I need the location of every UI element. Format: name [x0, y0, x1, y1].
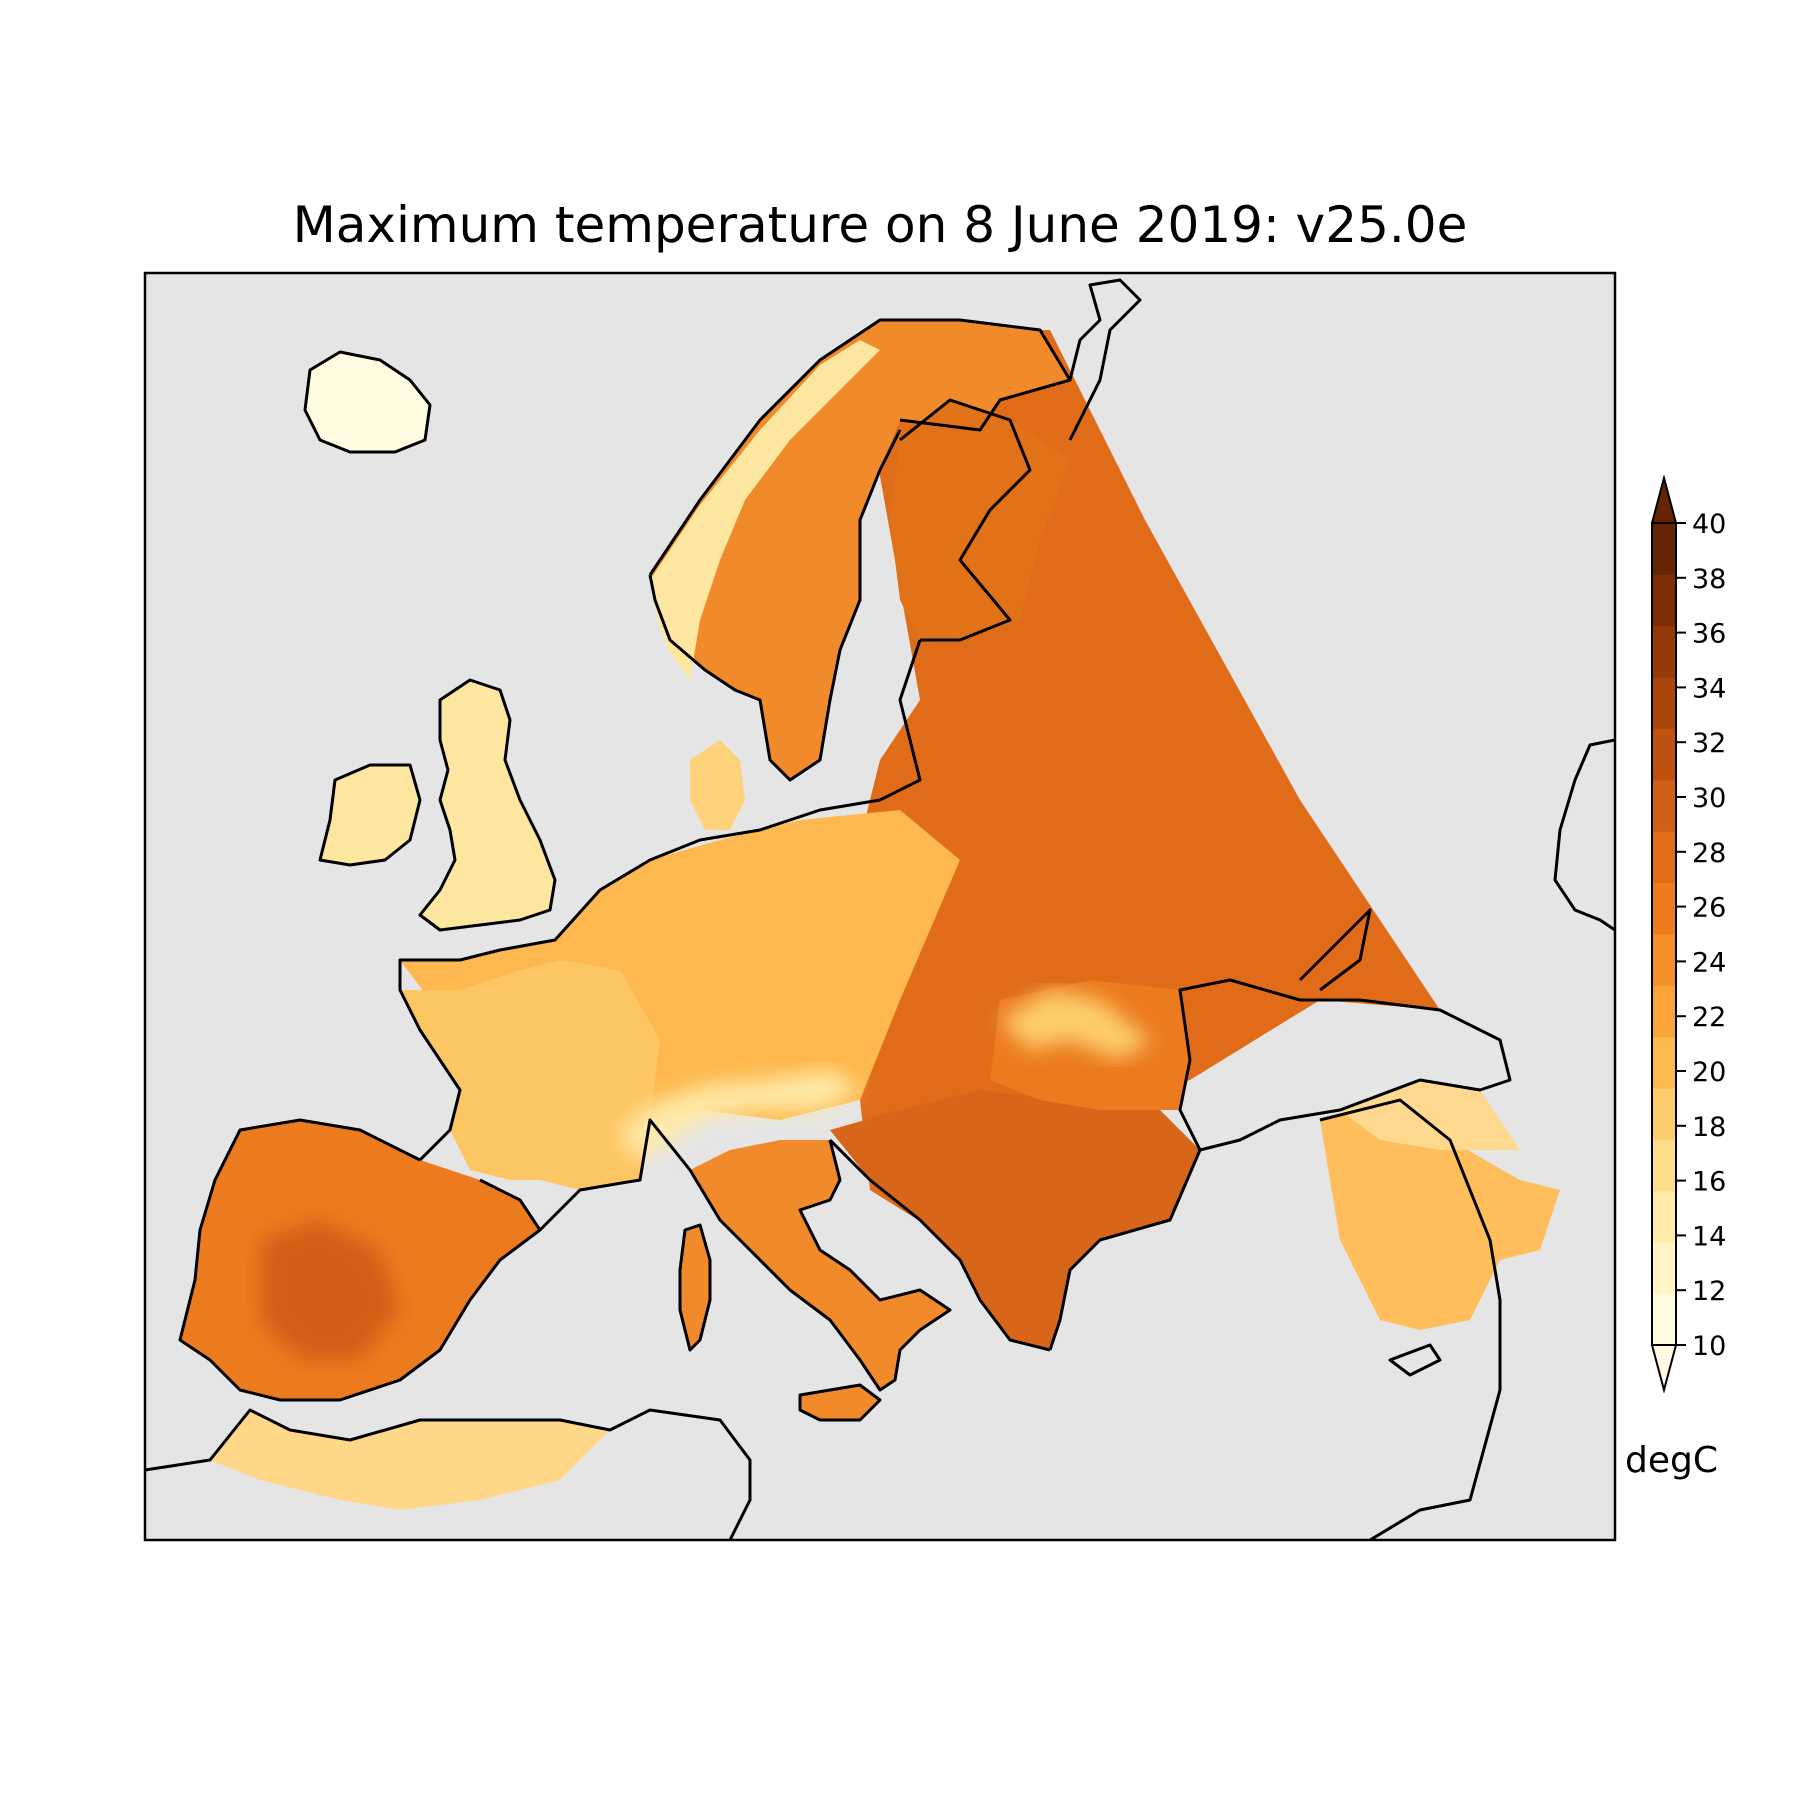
coast-france-med: [538, 1118, 692, 1232]
coast-continent: [398, 639, 922, 1162]
colorbar-segment: [1652, 934, 1676, 986]
coast-ireland: [318, 763, 422, 867]
coast-italy: [688, 1139, 952, 1392]
colorbar-tick-label: 40: [1692, 509, 1726, 540]
colorbar-outline: [1651, 522, 1677, 1346]
colorbar-segment: [1652, 677, 1676, 729]
coast-sardinia: [678, 1223, 712, 1352]
colorbar-tick-label: 18: [1692, 1112, 1726, 1143]
colorbar-tick-label: 20: [1692, 1057, 1726, 1088]
coast-britain: [418, 678, 557, 932]
region-denmark: [690, 740, 745, 830]
temperature-field: [180, 320, 1560, 1510]
colorbar-segment: [1652, 1088, 1676, 1140]
colorbar-tick-label: 10: [1692, 1331, 1726, 1362]
region-italy: [690, 1140, 950, 1390]
coast-kola: [1068, 278, 1142, 441]
colorbar-segment: [1652, 574, 1676, 627]
coast-finland: [899, 398, 1032, 642]
colorbar-segment: [1652, 1293, 1676, 1346]
region-norway-coast: [650, 340, 880, 680]
colorbar-tick-label: 38: [1692, 564, 1726, 595]
coast-iceland: [303, 350, 432, 454]
colorbar-tick-label: 26: [1692, 893, 1726, 924]
colorbar-segment: [1652, 728, 1676, 781]
coast-sicily: [798, 1383, 882, 1422]
colorbar-segment: [1652, 625, 1676, 678]
region-alps: [620, 1070, 860, 1160]
map-frame: [143, 271, 1617, 1542]
region-balkans: [830, 1090, 1200, 1350]
colorbar-tick-label: 28: [1692, 838, 1726, 869]
region-britain: [420, 680, 555, 930]
colorbar-tick-label: 30: [1692, 783, 1726, 814]
colorbar-tick-label: 12: [1692, 1276, 1726, 1307]
colorbar-tick-label: 32: [1692, 728, 1726, 759]
colorbar-segment: [1652, 985, 1676, 1038]
colorbar-units-label: degC: [1625, 1440, 1718, 1481]
region-carpathians: [1000, 990, 1150, 1060]
region-ireland: [320, 765, 420, 865]
region-north-africa: [210, 1410, 610, 1510]
colorbar-segment: [1652, 882, 1676, 935]
coast-black-sea: [1178, 978, 1512, 1152]
colorbar-tick-label: 34: [1692, 673, 1726, 704]
colorbar: 10 12 14 16 18 20 22 24 26 28 30 32 34 36 38 40: [1650, 474, 1726, 1394]
coast-africa: [145, 1408, 752, 1540]
chart-title: Maximum temperature on 8 June 2019: v25.…: [292, 196, 1468, 254]
region-sardinia: [680, 1225, 710, 1350]
coast-cyprus: [1388, 1343, 1442, 1377]
coast-adriatic: [828, 1138, 1051, 1352]
colorbar-segment: [1652, 831, 1676, 884]
coastlines: [145, 278, 1615, 1540]
colorbar-extend-min: [1650, 1344, 1678, 1394]
region-ukraine-south: [1340, 1080, 1520, 1150]
colorbar-segment: [1652, 523, 1676, 575]
coast-anatolia: [1319, 1098, 1502, 1540]
colorbar-tick-label: 36: [1692, 619, 1726, 650]
coast-greece: [1048, 1149, 1202, 1351]
colorbar-segment: [1652, 779, 1676, 832]
region-iberia-core: [260, 1220, 400, 1360]
colorbar-segment: [1652, 1190, 1676, 1243]
colorbar-segment: [1652, 1242, 1676, 1295]
colorbar-tick-label: 16: [1692, 1167, 1726, 1198]
region-anatolia: [1320, 1100, 1560, 1330]
region-sicily: [800, 1385, 880, 1420]
colorbar-tick-label: 22: [1692, 1002, 1726, 1033]
coast-iberia: [178, 1118, 542, 1402]
region-iceland: [305, 352, 430, 452]
coast-east-edge: [1553, 738, 1615, 932]
colorbar-tick-label: 14: [1692, 1221, 1726, 1252]
coast-azov: [1298, 908, 1372, 992]
colorbar-segment: [1652, 1139, 1676, 1192]
region-france: [400, 960, 660, 1190]
coast-baltic: [648, 429, 902, 782]
colorbar-tick-label: 24: [1692, 947, 1726, 978]
coast-scandinavia: [648, 318, 1072, 576]
colorbar-segment: [1652, 1036, 1676, 1089]
colorbar-extend-max: [1650, 474, 1678, 524]
